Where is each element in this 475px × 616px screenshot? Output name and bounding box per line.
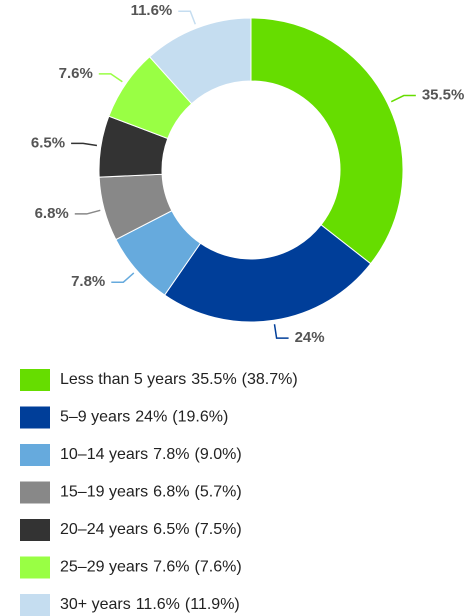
leader-line [178,10,196,25]
legend-label: 10–14 years 7.8% (9.0%) [60,446,242,463]
data-label: 6.5% [31,134,65,151]
legend-value: 7.6% [153,559,189,576]
legend-label: 5–9 years 24% (19.6%) [60,409,228,426]
legend-label: 15–19 years 6.8% (5.7%) [60,484,242,501]
legend-swatch [20,444,50,466]
legend-name: 10–14 years [60,446,148,463]
legend-label: Less than 5 years 35.5% (38.7%) [60,371,298,388]
legend-name: 20–24 years [60,521,148,538]
leader-line [111,272,135,283]
legend-swatch [20,519,50,541]
legend-comparison: (38.7%) [242,371,298,388]
legend-label: 30+ years 11.6% (11.9%) [60,596,240,613]
leader-line [98,73,123,83]
legend-value: 6.5% [153,521,189,538]
leader-line [74,209,101,215]
leader-line [71,142,98,147]
legend-name: 30+ years [60,596,131,613]
legend-label: 25–29 years 7.6% (7.6%) [60,559,242,576]
legend-swatch [20,369,50,391]
legend-name: 15–19 years [60,484,148,501]
legend-value: 35.5% [191,371,236,388]
legend-swatch [20,406,50,429]
donut-slice [148,17,252,105]
data-label: 6.8% [35,205,69,222]
leader-line [273,324,289,339]
data-label: 11.6% [131,2,173,19]
legend-value: 11.6% [136,596,180,613]
legend-value: 7.8% [153,446,189,463]
legend-swatch [20,481,50,504]
legend-swatch [20,556,50,579]
legend-name: Less than 5 years [60,371,186,388]
legend-swatch [20,594,50,616]
legend-comparison: (7.6%) [195,559,242,576]
data-label: 7.8% [71,273,105,290]
donut-slice [163,224,372,323]
legend-comparison: (11.9%) [185,596,240,613]
data-label: 24% [295,329,325,346]
legend-comparison: (9.0%) [195,446,242,463]
donut-slice [250,17,404,265]
legend-value: 24% [135,409,167,426]
legend-comparison: (7.5%) [195,521,242,538]
legend-label: 20–24 years 6.5% (7.5%) [60,521,242,538]
data-label: 7.6% [59,65,93,82]
legend-comparison: (19.6%) [172,409,228,426]
legend-value: 6.8% [153,484,189,501]
legend-name: 5–9 years [60,409,130,426]
legend-comparison: (5.7%) [195,484,242,501]
legend-name: 25–29 years [60,559,148,576]
data-label: 35.5% [422,87,465,104]
leader-line [390,94,416,103]
